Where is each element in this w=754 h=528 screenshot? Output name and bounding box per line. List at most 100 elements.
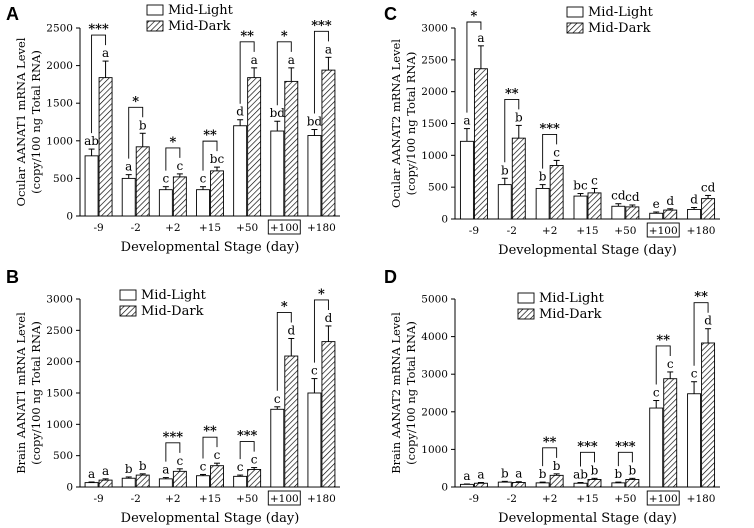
panel-b-bar-mid-light [196, 475, 210, 488]
panel-d-significance-bracket [617, 451, 633, 467]
panel-a-y-axis-title: Ocular AANAT1 mRNA Level [14, 37, 28, 206]
panel-d-x-tick-label: -9 [469, 493, 479, 505]
panel-c-significance-bracket [504, 98, 520, 163]
panel-b-bar-mid-light [270, 408, 285, 488]
panel-c-x-axis-title: Developmental Stage (day) [498, 243, 677, 258]
panel-a-letter-mid-light: c [200, 172, 207, 186]
panel-b-legend-swatch-light [119, 289, 137, 301]
panel-a-bar-mid-dark [247, 77, 262, 217]
panel-b-bar-mid-dark [210, 465, 224, 488]
panel-a-bar-mid-light [233, 125, 248, 217]
panel-c-letter-mid-dark: cd [625, 190, 640, 204]
panel-c-bar-mid-dark [549, 165, 564, 220]
panel-c-bar-mid-light [687, 208, 702, 220]
panel-a-x-tick-label: +180 [307, 222, 336, 234]
panel-d-significance-mark: ** [543, 435, 557, 450]
panel-a-letter-mid-dark: bc [210, 152, 225, 166]
panel-a-letter-mid-dark: a [251, 53, 258, 67]
panel-c-letter-mid-light: a [463, 114, 470, 128]
panel-b-letter-mid-light: c [237, 460, 244, 474]
panel-b-legend-label-light: Mid-Light [141, 288, 207, 303]
panel-c-bar-mid-dark [473, 68, 488, 220]
panel-c-y-axis-title: (copy/100 ng Total RNA) [404, 52, 418, 196]
panel-b-x-tick-label: +50 [236, 493, 258, 505]
panel-d-legend-swatch-dark [517, 308, 535, 320]
panel-c-boxed-category-frame [646, 222, 680, 238]
panel-a-bar-mid-light [84, 155, 99, 217]
panel-a-bar-mid-dark [284, 80, 299, 217]
panel-a-bar-mid-light [196, 189, 210, 217]
panel-c-legend-label-light: Mid-Light [588, 5, 654, 20]
panel-c-letter-mid-light: b [539, 170, 547, 184]
panel-c-y-axis-title: Ocular AANAT2 mRNA Level [389, 39, 403, 208]
panel-b-bar-mid-dark [98, 479, 113, 488]
panel-c-x-tick-label: +50 [614, 225, 636, 237]
panel-a-significance-mark: * [281, 29, 288, 44]
panel-c-letter-mid-dark: cd [701, 180, 716, 194]
panel-d-letter-mid-light: a [463, 469, 470, 483]
panel-b-letter-mid-dark: d [325, 311, 333, 325]
panel-b-bar-mid-dark [135, 474, 150, 488]
panel-c-y-tick-label: 1500 [421, 118, 448, 130]
panel-letter-a: A [6, 4, 19, 24]
panel-c-bar-mid-light [649, 212, 664, 220]
panel-b-x-tick-label: -9 [93, 493, 103, 505]
panel-a-significance-mark: * [132, 94, 139, 109]
panel-d-bar-mid-light [497, 481, 512, 488]
panel-c-bar-mid-light [459, 140, 474, 220]
panel-c-bar-mid-light [535, 187, 550, 220]
panel-c-bar-mid-light [573, 195, 588, 220]
panel-a-bar-mid-dark [321, 69, 336, 217]
panel-d-bar-mid-light [573, 482, 588, 488]
panel-c-y-tick-label: 2500 [421, 54, 448, 66]
panel-b-bar-mid-light [233, 475, 248, 488]
panel-b-bar-mid-light [84, 482, 99, 488]
panel-b-significance-mark: *** [163, 430, 184, 445]
panel-d-x-tick-label: -2 [507, 493, 517, 505]
panel-d-legend-label-dark: Mid-Dark [539, 307, 602, 322]
panel-letter-b: B [6, 267, 19, 287]
panel-a-y-tick-label: 1500 [46, 98, 73, 110]
panel-b-significance-mark: * [318, 287, 325, 302]
panel-a-y-tick-label: 2500 [46, 23, 73, 35]
panel-a-y-tick-label: 2000 [46, 60, 73, 72]
panel-d-bar-mid-dark [663, 378, 678, 488]
panel-c-y-tick-label: 1000 [421, 150, 448, 162]
panel-b-x-axis-title: Developmental Stage (day) [121, 511, 300, 526]
panel-b-letter-mid-dark: c [176, 454, 183, 468]
panel-d-significance-bracket [655, 345, 671, 385]
panel-c-significance-bracket [466, 21, 482, 113]
panel-a-significance-bracket [91, 34, 107, 134]
panel-a-bar-mid-light [270, 130, 285, 217]
panel-c-bar-mid-dark [701, 198, 716, 220]
panel-b-significance-bracket [239, 441, 255, 460]
panel-d-letter-mid-light: b [501, 466, 509, 480]
panel-d-letter-mid-light: b [615, 467, 623, 481]
panel-c-bar-mid-dark [587, 192, 602, 220]
panel-b-x-tick-label: +180 [307, 493, 336, 505]
panel-a-letter-mid-dark: b [139, 118, 147, 132]
panel-b-letter-mid-dark: d [287, 323, 295, 337]
panel-a-bar-mid-light [307, 135, 322, 217]
panel-c-letter-mid-light: e [653, 197, 660, 211]
panel-a-significance-bracket [202, 140, 218, 171]
panel-a-y-tick-label: 0 [66, 211, 73, 223]
panel-a-letter-mid-light: ab [84, 134, 99, 148]
panel-a-legend-swatch-light [146, 4, 164, 16]
panel-b-y-tick-label: 500 [53, 450, 73, 462]
panel-a-y-axis-title: (copy/100 ng Total RNA) [29, 50, 43, 194]
panel-c-bar-mid-dark [663, 209, 678, 220]
panel-b-legend-label-dark: Mid-Dark [141, 304, 204, 319]
panel-c-letter-mid-dark: c [553, 145, 560, 159]
panel-b-y-tick-label: 0 [66, 482, 73, 494]
panel-b-boxed-category-frame [267, 490, 301, 506]
panel-b-significance-mark: * [281, 299, 288, 314]
panel-b-y-axis-title: (copy/100 ng Total RNA) [29, 321, 43, 465]
panel-c-x-tick-label: -9 [469, 225, 479, 237]
panel-b-bar-mid-dark [321, 341, 336, 488]
panel-d-bar-mid-dark [701, 342, 716, 488]
panel-c-x-tick-label: +100 [649, 225, 678, 237]
panel-c-significance-mark: *** [539, 121, 560, 136]
chart-panel-a: 0 500 1000 1500 2000 2500 Ocular AANAT1 mRNA L… [14, 3, 340, 255]
panel-b-y-axis-title: Brain AANAT1 mRNA Level [14, 312, 28, 474]
